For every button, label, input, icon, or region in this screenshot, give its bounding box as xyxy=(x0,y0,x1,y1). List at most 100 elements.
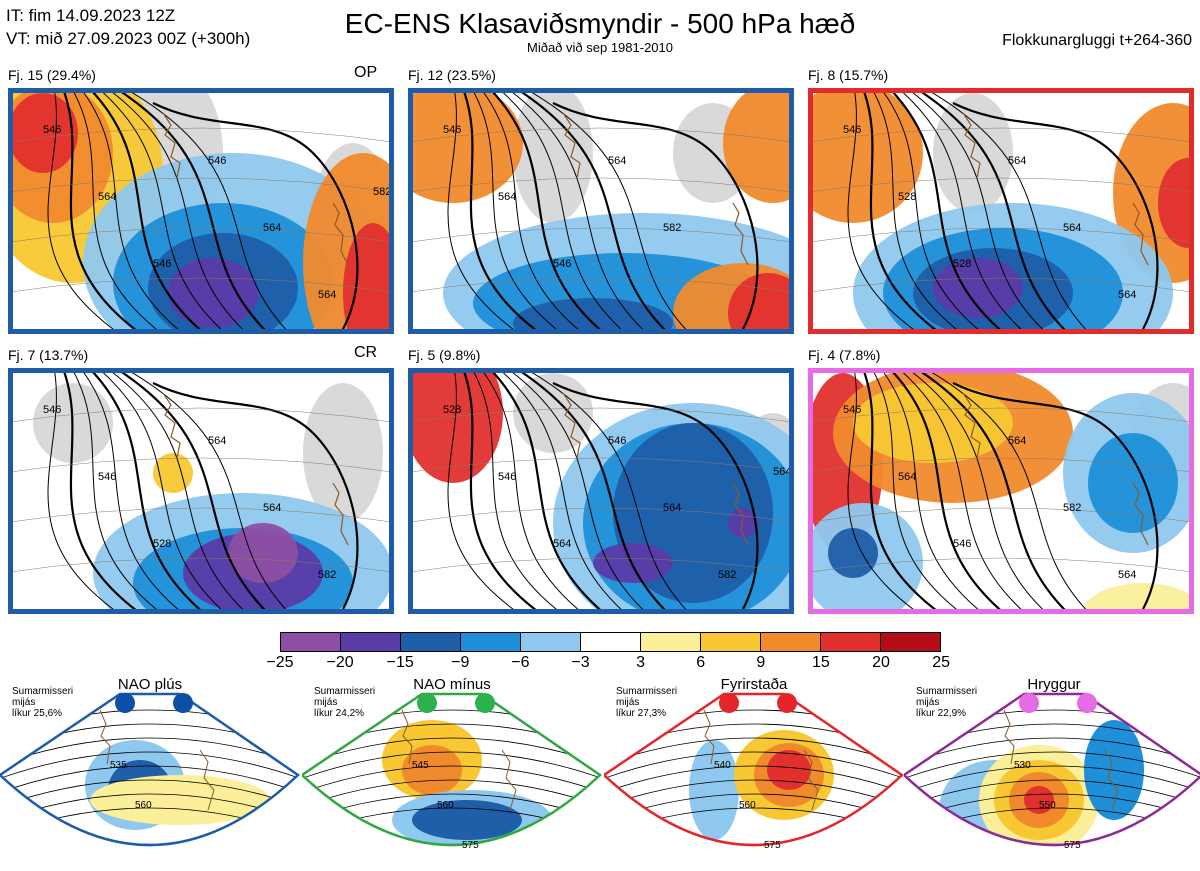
height-contour xyxy=(847,373,914,609)
cluster-map: 546564546546564564582546 xyxy=(8,88,394,334)
regime-contour xyxy=(604,751,902,783)
page-title: EC-ENS Klasaviðsmyndir - 500 hPa hæð xyxy=(344,8,856,39)
regime-contour-label: 530 xyxy=(1014,760,1031,771)
panel-label: Fj. 4 (7.8%) xyxy=(808,347,881,363)
height-contour xyxy=(520,93,666,329)
graticule xyxy=(413,227,789,242)
height-contour xyxy=(473,93,557,329)
panel-tag: OP xyxy=(354,64,378,81)
height-contour xyxy=(112,93,244,329)
regime-anomaly xyxy=(1024,786,1054,814)
height-contour xyxy=(131,373,287,609)
panel-tag: CR xyxy=(354,344,378,361)
regime-contour-label: 540 xyxy=(714,760,731,771)
panel-label: Fj. 5 (9.8%) xyxy=(408,347,481,363)
regime-contour-label: 560 xyxy=(135,800,152,811)
contour-label: 564 xyxy=(553,538,571,550)
contour-label: 564 xyxy=(1008,155,1026,167)
anomaly-shading xyxy=(1158,158,1189,248)
height-contour xyxy=(873,93,957,329)
height-contour xyxy=(520,373,666,609)
regime-contour-label: 575 xyxy=(1064,840,1081,851)
regime-outline xyxy=(904,692,1200,847)
graticule xyxy=(813,177,1189,192)
colorbar-swatch xyxy=(401,633,461,651)
coastline xyxy=(332,482,349,546)
height-contour xyxy=(512,373,644,609)
anomaly-shading xyxy=(513,298,673,329)
cluster-map: 528 546 564 546 564 582 564 xyxy=(408,368,794,614)
colorbar-swatch xyxy=(761,633,821,651)
coastline xyxy=(162,112,181,179)
contour-label: 546 xyxy=(843,124,861,136)
colorbar-tick: 3 xyxy=(636,654,646,671)
graticule xyxy=(413,277,789,292)
height-contour xyxy=(47,373,114,609)
contour-label: 546 xyxy=(953,538,971,550)
regime-dot xyxy=(417,693,437,713)
panel-label: Fj. 15 (29.4%) xyxy=(8,67,96,83)
colorbar-swatch xyxy=(701,633,761,651)
regime-stat-line: Sumarmisseri xyxy=(916,686,978,697)
panel-label: Fj. 12 (23.5%) xyxy=(408,67,496,83)
contour-label: 528 xyxy=(898,191,916,203)
height-contour xyxy=(552,102,759,329)
height-contour xyxy=(102,93,222,329)
colorbar-swatch xyxy=(821,633,881,651)
height-contour xyxy=(152,102,359,329)
height-contour xyxy=(952,382,1159,609)
graticule xyxy=(813,507,1189,522)
graticule xyxy=(813,457,1189,472)
regime-stats: Sumarmisseri mijás líkur 27,3% xyxy=(616,686,677,719)
initial-time: IT: fim 14.09.2023 12Z xyxy=(6,6,176,25)
regime-outline xyxy=(604,692,904,847)
graticule xyxy=(13,557,389,572)
colorbar-tick: −20 xyxy=(326,654,354,671)
contour-label: 546 xyxy=(498,471,516,483)
cluster-map: 546 564 546 564 582 xyxy=(408,88,794,334)
graticule xyxy=(813,557,1189,572)
contour-label: 582 xyxy=(663,222,681,234)
regime-stat-line: líkur 25,6% xyxy=(12,708,63,719)
colorbar-tick: 15 xyxy=(811,654,830,671)
regime-map: 545 560 575 xyxy=(302,692,602,851)
height-contour xyxy=(863,373,937,609)
regime-anomaly xyxy=(689,740,739,840)
cluster-map: 546 546 528 564 564 582 xyxy=(8,368,394,614)
anomaly-shading xyxy=(1083,583,1189,609)
height-contour xyxy=(920,373,1066,609)
height-contour xyxy=(883,93,979,329)
colorbar-tick: 6 xyxy=(696,654,706,671)
height-contour xyxy=(63,93,137,329)
colorbar-swatch xyxy=(521,633,581,651)
colorbar-tick: −6 xyxy=(511,654,530,671)
regime-stats: Sumarmisseri mijás líkur 24,2% xyxy=(314,686,375,719)
regime-name: Hryggur xyxy=(1027,676,1081,693)
height-contour xyxy=(120,373,266,609)
contour-label: 546 xyxy=(608,435,626,447)
regime-stats: Sumarmisseri mijás líkur 22,9% xyxy=(916,686,977,719)
graticule xyxy=(813,407,1189,422)
contour-label: 546 xyxy=(43,404,61,416)
colorbar-swatch xyxy=(881,633,940,651)
regime-contour xyxy=(904,779,1200,811)
height-contour xyxy=(892,93,1001,329)
contour-label: 528 xyxy=(153,538,171,550)
cluster-map: 546 564 546 564 582 564 xyxy=(808,368,1194,614)
contour-label: 546 xyxy=(443,124,461,136)
regime-map: 535 560 xyxy=(0,692,300,847)
height-contour xyxy=(863,93,937,329)
regime-stat-line: mijás xyxy=(616,697,640,708)
graticule xyxy=(13,227,389,242)
graticule xyxy=(413,557,789,572)
colorbar-tick: 20 xyxy=(872,654,890,671)
colorbar-tick: −25 xyxy=(266,654,294,671)
contour-label: 564 xyxy=(898,471,916,483)
regime-dot xyxy=(115,693,135,713)
height-contour xyxy=(552,382,759,609)
contour-label: 528 xyxy=(953,258,971,270)
contour-label: 564 xyxy=(263,222,281,234)
height-contour xyxy=(912,373,1044,609)
height-contour xyxy=(447,373,514,609)
graticule xyxy=(413,127,789,142)
